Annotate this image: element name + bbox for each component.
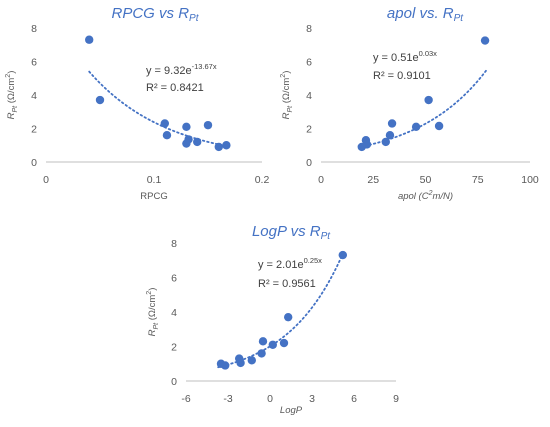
data-point xyxy=(338,250,347,260)
y-tick-label: 2 xyxy=(171,342,177,354)
chart-title: apol vs. RPt xyxy=(387,5,464,24)
x-tick-label: -6 xyxy=(181,393,190,405)
y-tick-label: 6 xyxy=(31,57,37,69)
y-axis-label: RPt (Ω/cm2) xyxy=(146,288,160,337)
x-tick-label: 3 xyxy=(309,393,315,405)
data-point xyxy=(214,142,223,152)
data-point xyxy=(95,95,105,105)
data-point xyxy=(222,141,231,150)
data-point xyxy=(221,361,230,370)
data-point xyxy=(434,121,444,131)
y-tick-label: 2 xyxy=(306,124,312,136)
x-tick-label: 6 xyxy=(351,393,357,405)
r-squared: R² = 0.8421 xyxy=(146,82,204,94)
x-axis-label: apol (C2m/N) xyxy=(398,190,453,202)
trendline-equation: y = 2.01e0.25x xyxy=(258,256,322,271)
data-point xyxy=(257,349,266,358)
data-point xyxy=(247,356,256,365)
r-squared: R² = 0.9101 xyxy=(373,70,431,82)
trendline-equation: y = 0.51e0.03x xyxy=(373,49,437,64)
data-point xyxy=(85,35,94,44)
data-point xyxy=(411,122,421,132)
x-tick-label: 0 xyxy=(267,393,273,405)
x-tick-label: 0 xyxy=(318,174,324,186)
x-tick-label: 25 xyxy=(367,174,379,186)
data-point xyxy=(162,131,172,140)
x-tick-label: 0.2 xyxy=(255,174,270,186)
y-tick-label: 4 xyxy=(31,90,37,102)
y-tick-label: 0 xyxy=(171,376,177,388)
trendline xyxy=(359,69,488,148)
y-tick-label: 8 xyxy=(31,23,37,35)
y-tick-label: 6 xyxy=(171,273,177,285)
x-tick-label: 9 xyxy=(393,393,399,405)
y-tick-label: 8 xyxy=(171,238,177,250)
data-point xyxy=(362,140,372,149)
y-tick-label: 8 xyxy=(306,23,312,35)
chart-2: apol vs. RPt 0 25 50 75 100 0 2 4 6 8 apol (C2m/N) R… xyxy=(280,5,539,202)
y-tick-label: 4 xyxy=(306,90,312,102)
data-point xyxy=(381,137,390,147)
y-tick-label: 0 xyxy=(31,157,37,169)
chart-3: LogP vs RPt -6 -3 0 3 6 9 0 2 4 6 8 LogP RPt (Ω/cm2) y… xyxy=(146,223,399,416)
data-point xyxy=(182,122,191,132)
trendline xyxy=(88,70,229,148)
x-tick-label: 100 xyxy=(521,174,539,186)
x-axis-label: RPCG xyxy=(140,191,167,202)
data-point xyxy=(258,337,268,346)
r-squared: R² = 0.9561 xyxy=(258,278,316,290)
data-point xyxy=(184,135,193,144)
data-point xyxy=(424,95,433,105)
x-tick-label: -3 xyxy=(223,393,232,405)
data-point xyxy=(387,119,397,128)
data-point xyxy=(480,36,490,45)
data-point xyxy=(268,340,277,349)
y-tick-label: 4 xyxy=(171,307,177,319)
y-tick-label: 0 xyxy=(306,157,312,169)
data-point xyxy=(236,358,245,368)
data-point xyxy=(279,338,289,348)
y-axis-label: RPt (Ω/cm2) xyxy=(280,71,294,120)
chart-1: RPCG vs RPt 0 0.1 0.2 0 2 4 6 8 RPCG RPt (Ω/cm2) y … xyxy=(5,5,269,202)
data-point xyxy=(193,137,202,147)
y-tick-label: 2 xyxy=(31,124,37,136)
x-tick-label: 75 xyxy=(472,174,484,186)
x-tick-label: 0.1 xyxy=(147,174,162,186)
trendline-equation: y = 9.32e-13.67x xyxy=(146,62,217,77)
data-point xyxy=(160,119,169,128)
y-tick-label: 6 xyxy=(306,57,312,69)
y-axis-label: RPt (Ω/cm2) xyxy=(5,71,19,120)
data-point xyxy=(284,312,293,322)
x-tick-label: 0 xyxy=(43,174,49,186)
x-tick-label: 50 xyxy=(420,174,432,186)
x-axis-label: LogP xyxy=(280,405,303,416)
chart-title: RPCG vs RPt xyxy=(112,5,200,24)
data-point xyxy=(203,120,213,130)
data-point xyxy=(385,131,395,140)
chart-title: LogP vs RPt xyxy=(252,223,331,242)
